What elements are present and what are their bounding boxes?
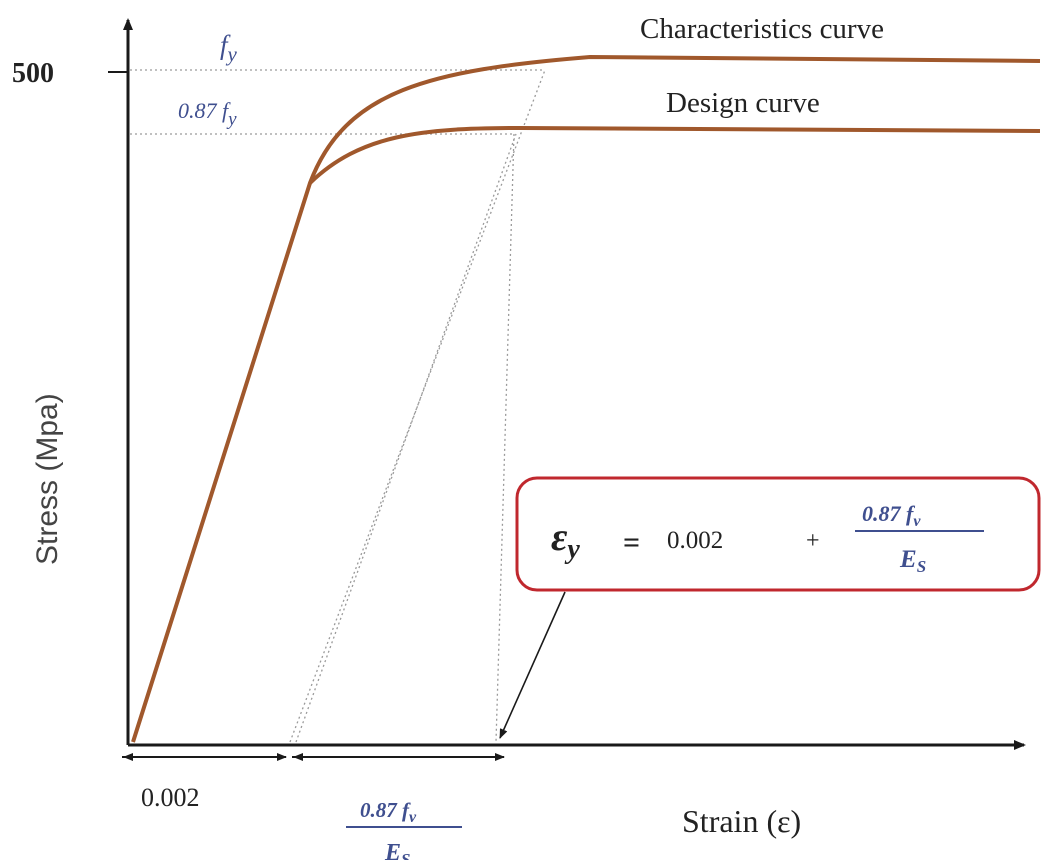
svg-text:ES: ES: [384, 840, 410, 860]
guide-offset-char: [289, 69, 546, 743]
guide-vertical: [495, 133, 515, 743]
fy-label: fy: [220, 30, 238, 66]
svg-text:ES: ES: [899, 546, 926, 576]
formula-box: [515, 476, 1041, 592]
svg-text:=: =: [623, 526, 640, 559]
svg-text:0.002: 0.002: [667, 527, 723, 554]
formula: εy = 0.002 + 0.87 fv ES: [551, 501, 984, 576]
svg-text:εy: εy: [551, 514, 580, 565]
guide-lines: [130, 69, 546, 743]
design-curve: [308, 126, 1041, 185]
design-curve-label: Design curve: [666, 87, 820, 119]
formula-pointer: [499, 591, 566, 739]
svg-text:0.87 fv: 0.87 fv: [862, 501, 921, 530]
y-tick-label-500: 500: [12, 58, 54, 89]
interval-fraction-label: 0.87 fv ES: [346, 798, 462, 860]
fy-087-label: 0.87 fy: [178, 98, 237, 130]
characteristics-curve-label: Characteristics curve: [640, 13, 884, 45]
svg-text:+: +: [806, 528, 820, 554]
x-tick-label-0002: 0.002: [141, 783, 200, 812]
y-axis-title: Stress (Mpa): [31, 393, 64, 565]
x-axis-title: Strain (ε): [682, 803, 801, 839]
svg-text:0.87 fv: 0.87 fv: [360, 798, 417, 826]
characteristics-curve: [131, 55, 1041, 743]
